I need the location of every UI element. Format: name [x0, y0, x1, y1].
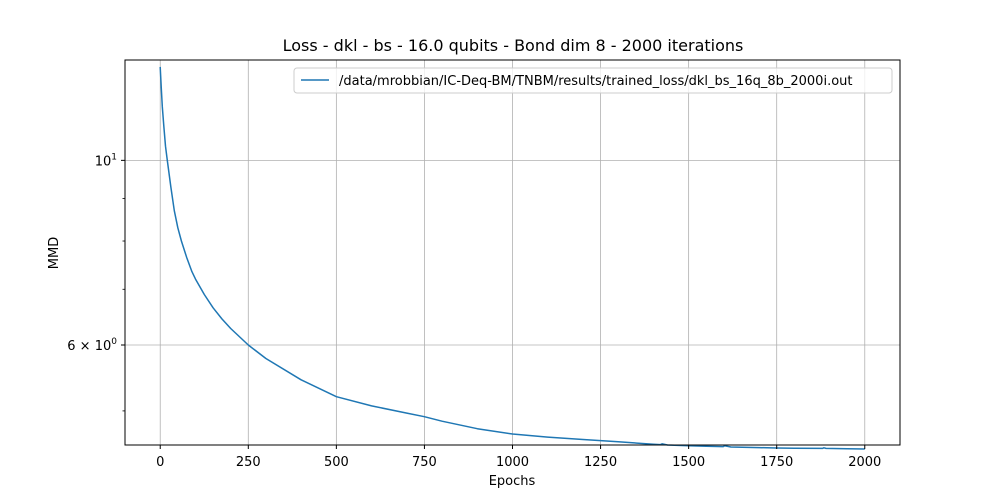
grid — [125, 60, 900, 445]
x-axis: 0 250 500 750 1000 1250 1500 1750 2000 — [156, 445, 881, 470]
x-tick-label: 0 — [156, 455, 164, 470]
legend: /data/mrobbian/IC-Deq-BM/TNBM/results/tr… — [293, 67, 893, 94]
chart-title: Loss - dkl - bs - 16.0 qubits - Bond dim… — [283, 36, 744, 55]
legend-box — [293, 67, 893, 94]
x-tick-label: 1250 — [584, 455, 617, 470]
y-axis: 101 6 × 100 — [67, 152, 125, 412]
x-tick-label: 2000 — [848, 455, 881, 470]
y-tick-label: 101 — [95, 152, 117, 169]
x-tick-label: 250 — [236, 455, 261, 470]
x-tick-label: 1500 — [672, 455, 705, 470]
series-layer — [159, 66, 865, 450]
y-tick-label: 6 × 100 — [67, 337, 117, 354]
x-tick-label: 750 — [412, 455, 437, 470]
legend-entry-label: /data/mrobbian/IC-Deq-BM/TNBM/results/tr… — [339, 74, 853, 89]
x-tick-label: 500 — [324, 455, 349, 470]
x-tick-label: 1000 — [496, 455, 529, 470]
series-line — [159, 66, 865, 450]
x-axis-label: Epochs — [489, 474, 536, 489]
x-tick-label: 1750 — [760, 455, 793, 470]
y-axis-label: MMD — [47, 237, 62, 269]
